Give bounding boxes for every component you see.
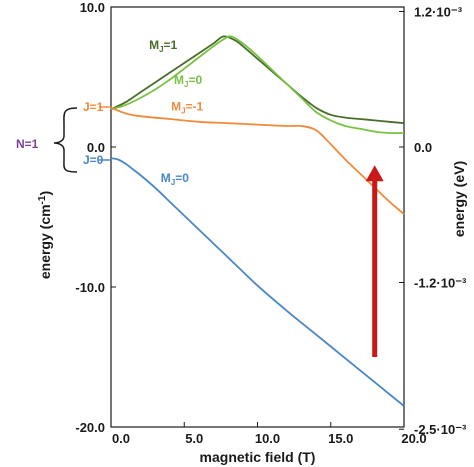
label-mj0-lower: MJ=0 (161, 171, 189, 187)
label-j1: J=1 (83, 100, 104, 114)
right-y-tick-label: -1.2·10⁻³ (414, 276, 467, 291)
mj-minus1-curve (110, 106, 405, 215)
x-axis-title: magnetic field (T) (200, 449, 316, 465)
x-tick-label: 15.0 (328, 431, 353, 446)
mj1-upper-curve (110, 35, 405, 125)
mj0-upper-curve (110, 35, 405, 135)
transition-arrow-head (365, 165, 384, 182)
plot-frame (110, 6, 405, 428)
label-mj1-upper: MJ=1 (149, 38, 177, 54)
label-n1: N=1 (16, 137, 39, 151)
label-mj0-upper: MJ=0 (174, 73, 202, 89)
right-y-tick-label: -2.5·10⁻³ (414, 422, 467, 437)
x-tick-label: 10.0 (255, 431, 280, 446)
x-tick-label: 5.0 (185, 431, 203, 446)
label-j0: J=0 (83, 153, 104, 167)
x-tick-label: 20.0 (401, 431, 426, 446)
level-bracket (53, 107, 78, 173)
left-y-axis-title: energy (cm-1) (37, 191, 53, 279)
left-y-tick-label: -20.0 (75, 420, 105, 435)
x-tick-label: 0.0 (112, 431, 130, 446)
left-y-tick-label: -10.0 (75, 280, 105, 295)
right-y-axis-title: energy (eV) (451, 161, 467, 237)
mj0-lower-curve (110, 157, 405, 407)
right-y-tick-label: 0.0 (414, 140, 432, 155)
left-y-tick-label: 0.0 (87, 140, 105, 155)
right-y-tick-label: 1.2·10⁻³ (414, 4, 463, 19)
left-y-tick-label: 10.0 (80, 0, 105, 15)
label-mj-minus1: MJ=-1 (171, 100, 203, 116)
